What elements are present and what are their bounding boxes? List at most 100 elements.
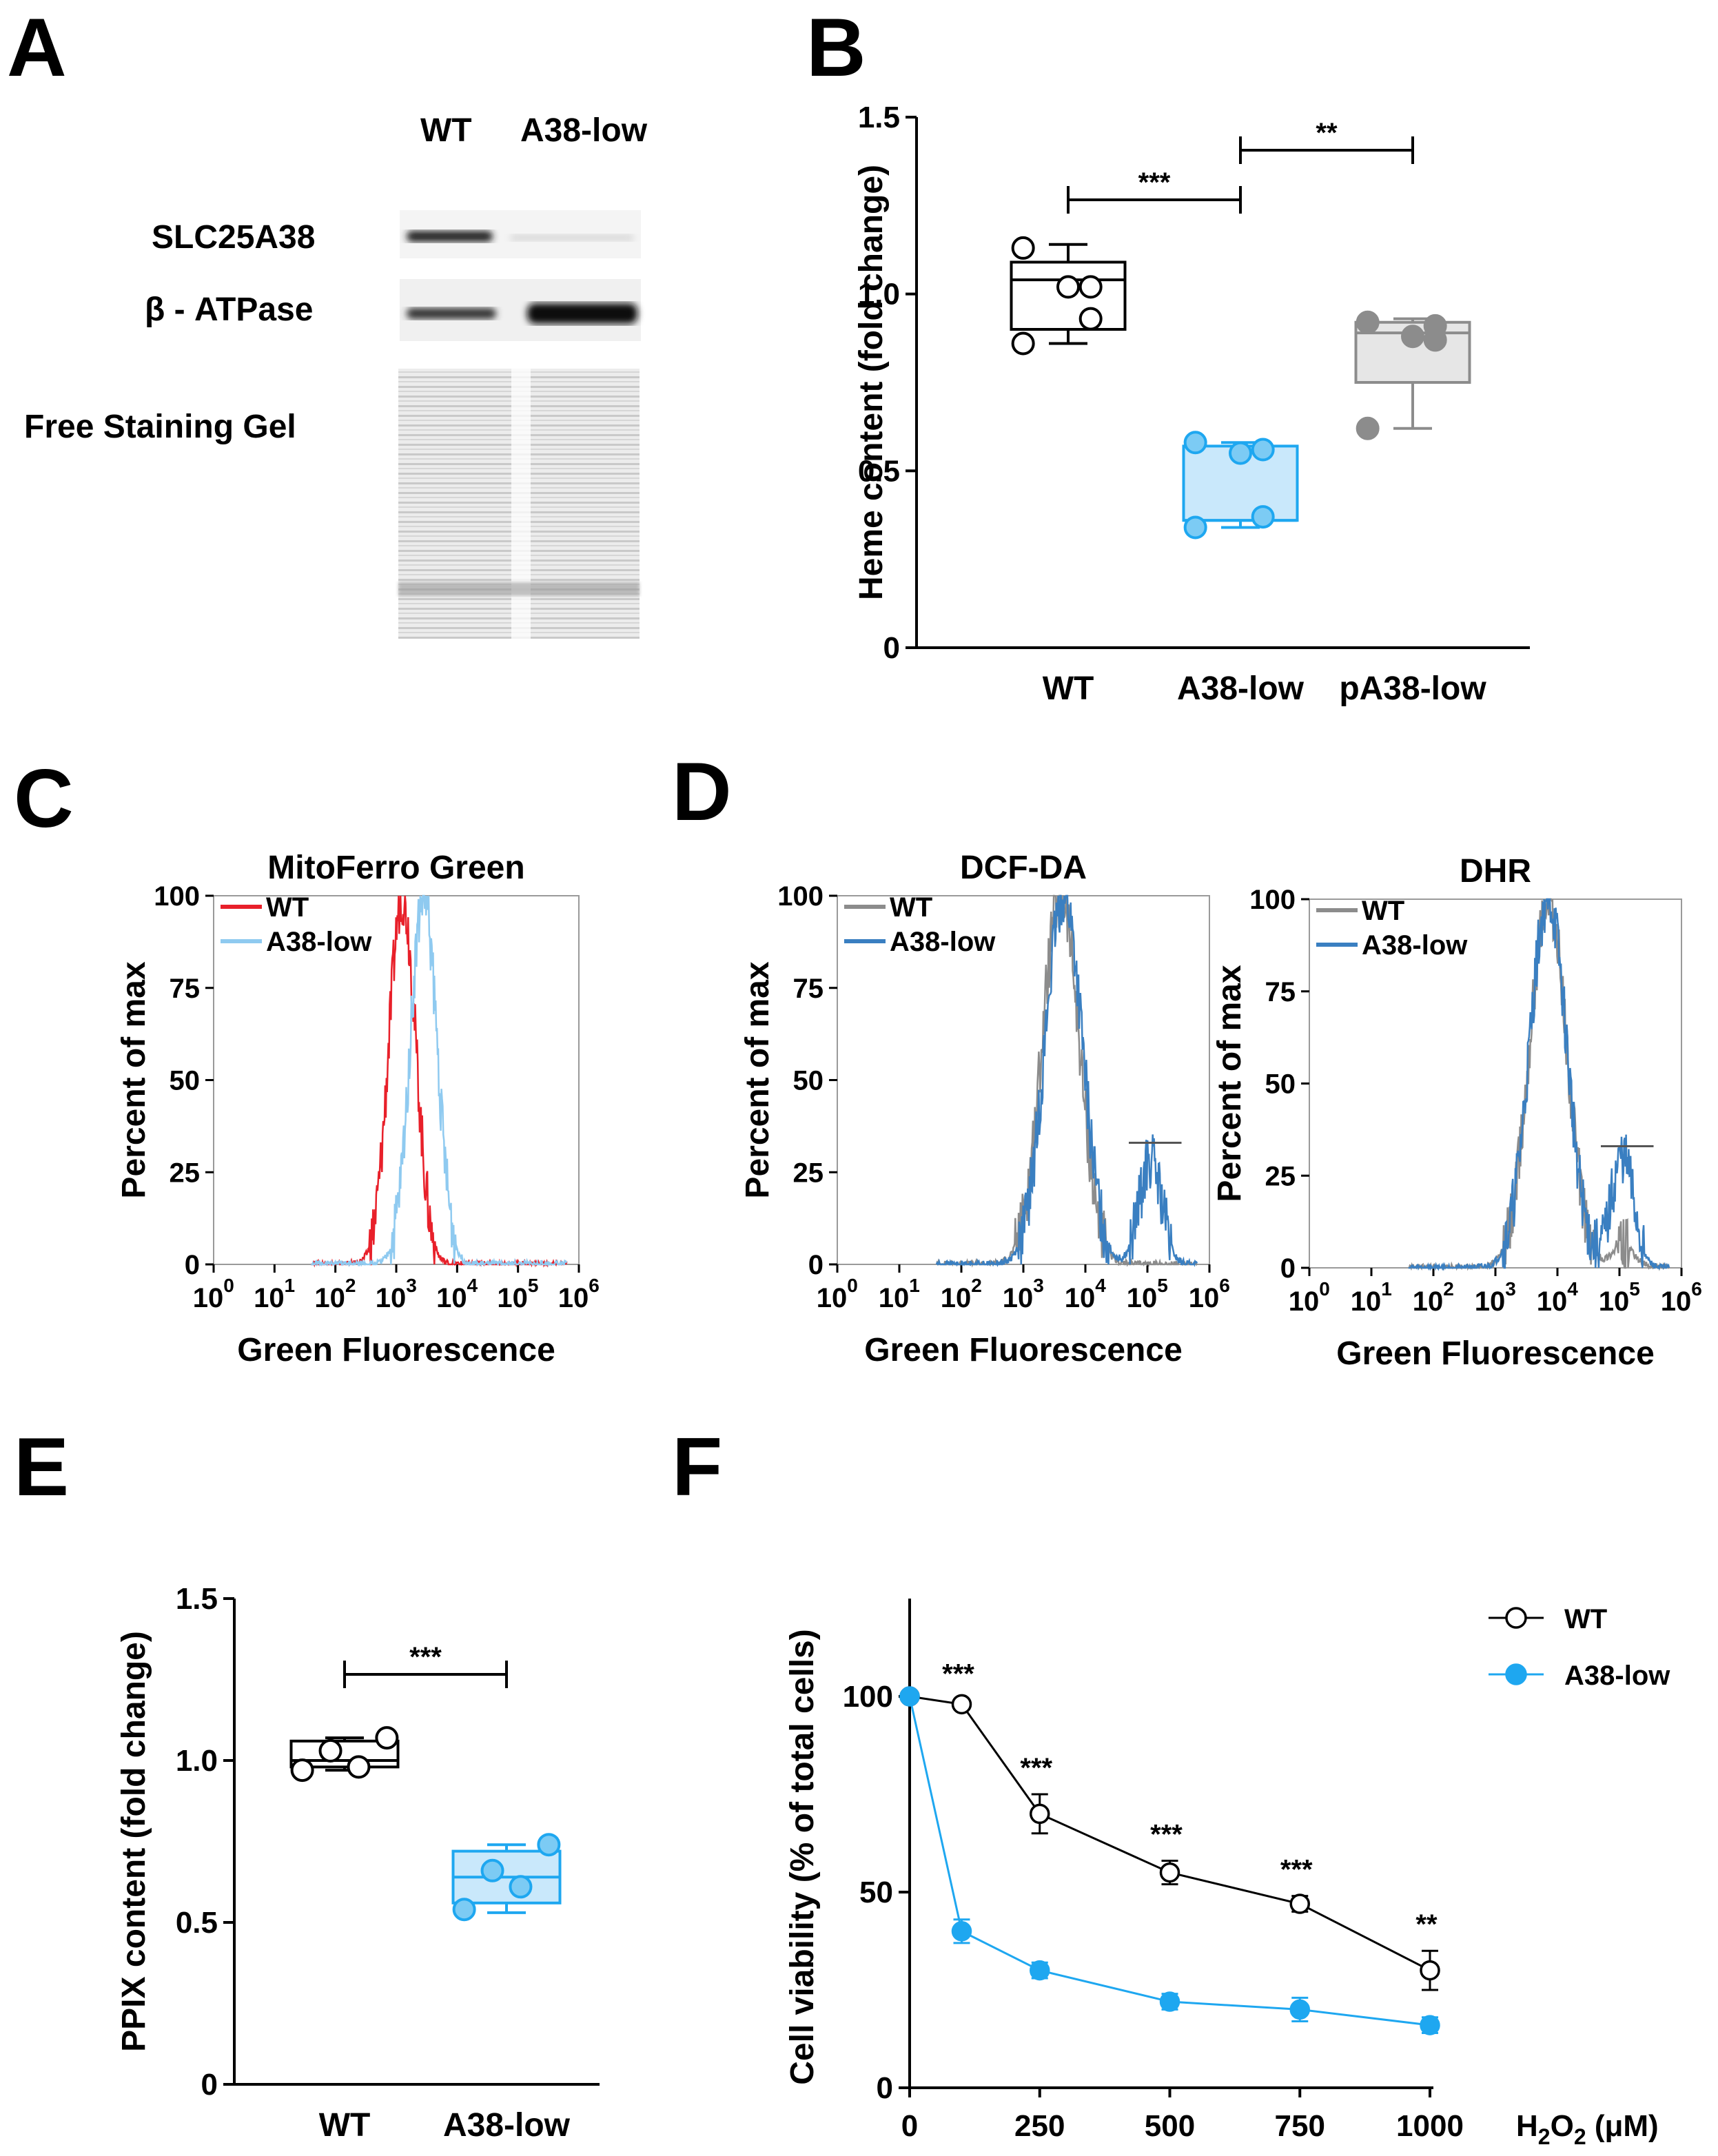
y-tick-label: 50 bbox=[170, 1066, 201, 1096]
data-point bbox=[951, 1694, 972, 1715]
lane-label-a38-low: A38-low bbox=[520, 112, 648, 149]
data-point bbox=[537, 1833, 561, 1857]
significance-label: *** bbox=[1150, 1820, 1183, 1850]
x-tick-label: 10 bbox=[497, 1283, 528, 1313]
data-point bbox=[290, 1758, 314, 1783]
data-point bbox=[318, 1738, 342, 1763]
y-tick-label: 25 bbox=[1265, 1161, 1296, 1191]
data-point bbox=[509, 1875, 533, 1899]
x-tick-label: 10 bbox=[1537, 1286, 1568, 1317]
y-axis-label: Percent of max bbox=[739, 961, 776, 1198]
data-point bbox=[1420, 1960, 1440, 1981]
x-tick-label: 10 bbox=[879, 1283, 910, 1313]
data-point bbox=[1289, 1893, 1310, 1914]
x-tick-exponent: 5 bbox=[1157, 1275, 1168, 1296]
data-point bbox=[1183, 431, 1207, 455]
x-tick-label: A38-low bbox=[443, 2107, 571, 2144]
x-tick-exponent: 2 bbox=[971, 1275, 982, 1296]
panel-letter-e: E bbox=[14, 1421, 69, 1513]
y-tick-label: 25 bbox=[170, 1158, 201, 1188]
legend-label: A38-low bbox=[1362, 930, 1468, 961]
y-axis-label: Heme content (fold change) bbox=[853, 165, 890, 600]
x-tick-label: WT bbox=[1043, 670, 1094, 707]
y-tick-label: 0.5 bbox=[858, 454, 900, 488]
y-tick-label: 1.5 bbox=[176, 1582, 218, 1616]
data-point bbox=[1356, 310, 1380, 334]
blot-row-staining-gel: Free Staining Gel bbox=[24, 409, 296, 445]
x-tick-label: 250 bbox=[1014, 2109, 1065, 2143]
data-point bbox=[1030, 1803, 1050, 1825]
y-tick-label: 1.0 bbox=[176, 1744, 218, 1778]
y-tick-label: 50 bbox=[793, 1066, 824, 1096]
data-point bbox=[480, 1858, 504, 1882]
legend-label: WT bbox=[266, 892, 309, 923]
x-tick-label: 10 bbox=[1661, 1286, 1692, 1317]
data-point bbox=[1183, 515, 1207, 540]
x-axis-label: Green Fluorescence bbox=[864, 1332, 1183, 1368]
x-tick-label: 10 bbox=[1351, 1286, 1382, 1317]
data-point bbox=[1078, 307, 1103, 331]
y-tick-label: 50 bbox=[1265, 1069, 1296, 1100]
legend-label: WT bbox=[890, 892, 932, 923]
x-tick-label: 10 bbox=[1475, 1286, 1506, 1317]
x-tick-exponent: 0 bbox=[1319, 1278, 1330, 1300]
data-point bbox=[1030, 1960, 1050, 1981]
x-axis-label: H2O2 (μM) bbox=[1516, 2109, 1659, 2149]
data-point bbox=[1289, 1999, 1310, 2020]
y-tick-label: 0 bbox=[877, 2071, 893, 2105]
panel-letter-d: D bbox=[672, 746, 732, 838]
x-tick-exponent: 3 bbox=[1033, 1275, 1044, 1296]
legend-label: A38-low bbox=[1564, 1661, 1670, 1691]
x-tick-exponent: 1 bbox=[285, 1275, 296, 1296]
panel-letter-b: B bbox=[806, 1, 866, 94]
x-tick-exponent: 0 bbox=[847, 1275, 858, 1296]
data-point bbox=[1056, 275, 1080, 299]
data-point bbox=[1159, 1862, 1180, 1883]
x-tick-exponent: 6 bbox=[1691, 1278, 1702, 1300]
y-tick-label: 0 bbox=[883, 631, 900, 665]
data-point bbox=[1011, 236, 1035, 260]
x-axis-label: Green Fluorescence bbox=[1336, 1335, 1655, 1372]
x-tick-label: 1000 bbox=[1396, 2109, 1464, 2143]
significance-label: ** bbox=[1316, 118, 1338, 148]
legend-label: A38-low bbox=[890, 927, 996, 957]
x-tick-label: 10 bbox=[376, 1283, 407, 1313]
legend-label: A38-low bbox=[266, 927, 372, 957]
series-line-a38-low bbox=[908, 1696, 1431, 2026]
y-tick-label: 50 bbox=[859, 1876, 893, 1909]
x-tick-label: pA38-low bbox=[1339, 670, 1486, 707]
data-point bbox=[1078, 275, 1103, 299]
panel-letter-a: A bbox=[7, 1, 67, 94]
x-tick-label: 10 bbox=[1065, 1283, 1096, 1313]
significance-label: ** bbox=[1415, 1909, 1438, 1940]
data-point bbox=[1401, 325, 1424, 349]
x-tick-exponent: 2 bbox=[1443, 1278, 1454, 1300]
panel-letter-f: F bbox=[672, 1421, 722, 1513]
x-tick-label: 10 bbox=[817, 1283, 848, 1313]
significance-label: *** bbox=[409, 1642, 442, 1672]
x-tick-exponent: 1 bbox=[1381, 1278, 1392, 1300]
y-axis-label: Cell viability (% of total cells) bbox=[784, 1629, 821, 2084]
legend-label: WT bbox=[1362, 896, 1404, 926]
data-point bbox=[1011, 331, 1035, 356]
x-tick-label: 10 bbox=[193, 1283, 224, 1313]
x-tick-exponent: 4 bbox=[1095, 1275, 1106, 1296]
gel-lane-gap bbox=[511, 369, 531, 639]
y-tick-label: 75 bbox=[793, 974, 824, 1004]
data-point bbox=[452, 1898, 476, 1922]
chart-title: DCF-DA bbox=[960, 850, 1087, 886]
x-tick-exponent: 2 bbox=[345, 1275, 356, 1296]
y-tick-label: 0 bbox=[185, 1250, 200, 1280]
x-tick-label: 10 bbox=[1003, 1283, 1034, 1313]
x-tick-exponent: 5 bbox=[528, 1275, 539, 1296]
x-tick-exponent: 3 bbox=[1505, 1278, 1516, 1300]
data-point bbox=[1251, 438, 1275, 462]
significance-label: *** bbox=[1280, 1855, 1313, 1885]
histogram-curve-a38-low bbox=[311, 894, 568, 1268]
x-tick-label: 10 bbox=[314, 1283, 345, 1313]
y-axis-label: Percent of max bbox=[116, 961, 152, 1198]
data-point bbox=[951, 1921, 972, 1942]
x-tick-exponent: 4 bbox=[467, 1275, 478, 1296]
